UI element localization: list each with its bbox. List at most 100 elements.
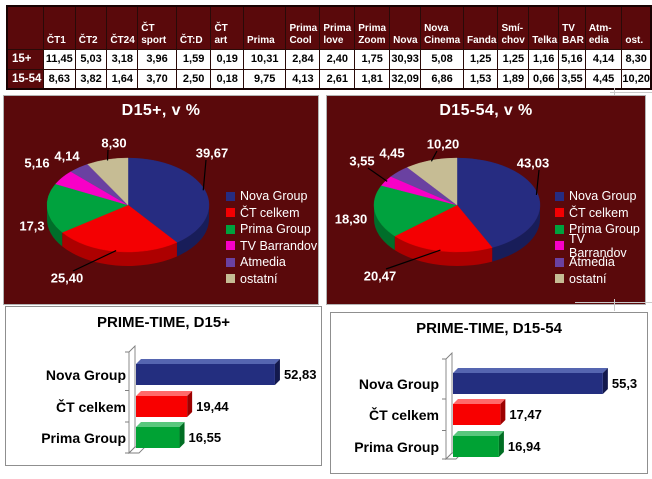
legend-label: ČT celkem [569, 205, 629, 220]
legend-item: Atmedia [555, 254, 645, 271]
pie-value-label: 5,16 [24, 155, 50, 171]
value-cell: 30,93 [389, 48, 422, 70]
column-header: ČT1 [42, 5, 76, 50]
pie-value-label: 20,47 [363, 268, 397, 284]
value-cell: 3,70 [137, 68, 177, 90]
legend-color-chip [555, 257, 564, 267]
value-cell: 3,82 [74, 68, 108, 90]
value-cell: 0,18 [210, 68, 244, 90]
bar-category-label: Nova Group [359, 376, 439, 392]
pie-value-label: 18,30 [334, 211, 368, 227]
legend-label: ostatní [240, 271, 278, 286]
bar-value-label: 16,94 [508, 439, 541, 454]
bar-value-label: 16,55 [189, 430, 222, 445]
value-cell: 5,03 [74, 48, 108, 70]
value-cell: 1,81 [354, 68, 391, 90]
legend-color-chip [226, 208, 235, 218]
column-header: ČT24 [106, 5, 139, 50]
column-header: Nova [389, 5, 422, 50]
column-header: ČT:D [175, 5, 212, 50]
value-cell: 32,09 [389, 68, 422, 90]
column-header: Telka [528, 5, 560, 50]
bar-value-label: 55,3 [612, 376, 637, 391]
column-header: Prima Zoom [354, 5, 391, 50]
value-cell: 3,96 [137, 48, 177, 70]
legend-label: Prima Group [240, 222, 311, 237]
value-cell: 1,64 [106, 68, 139, 90]
legend-label: TV Barrandov [569, 231, 627, 260]
column-header: ČT2 [74, 5, 108, 50]
legend-label: TV Barrandov [240, 238, 318, 253]
bar-chart-primetime-d15plus: 52,83 Nova Group 19,44 ČT celkem 16,55 Prima … [41, 344, 317, 455]
legend-color-chip [555, 208, 564, 218]
legend-label: ostatní [569, 271, 607, 286]
legend-color-chip [226, 224, 235, 234]
value-cell: 1,89 [497, 68, 530, 90]
value-cell: 10,20 [621, 68, 652, 90]
legend-item: ČT celkem [555, 205, 645, 222]
value-cell: 3,18 [106, 48, 139, 70]
value-cell: 1,16 [528, 48, 560, 70]
value-cell: 6,86 [420, 68, 464, 90]
table-corner-cell [6, 5, 44, 50]
value-cell: 2,50 [175, 68, 212, 90]
pie-value-label: 4,14 [54, 148, 80, 164]
bar-category-label: ČT celkem [369, 406, 439, 423]
column-header: Fanda [462, 5, 499, 50]
value-cell: 4,14 [584, 48, 623, 70]
row-header: 15-54 [6, 68, 44, 90]
legend-color-chip [226, 241, 235, 251]
column-header: TV BAR [558, 5, 586, 50]
value-cell: 5,08 [420, 48, 464, 70]
pie-panel-d15plus: D15+, v % Nova Group ČT celkem Prima Group… [3, 95, 319, 305]
value-cell: 3,55 [558, 68, 586, 90]
legend-label: ČT celkem [240, 205, 300, 220]
pie-value-label: 4,45 [379, 145, 405, 161]
bar-chart-primetime-d15-54: 55,3 Nova Group 17,47 ČT celkem 16,94 Prima G… [354, 351, 637, 461]
row-header: 15+ [6, 48, 44, 70]
pie-value-label: 10,20 [426, 136, 460, 152]
legend-item: ČT celkem [226, 205, 317, 222]
column-header: Atm- edia [584, 5, 623, 50]
value-cell: 2,61 [319, 68, 356, 90]
value-cell: 9,75 [242, 68, 287, 90]
column-header: ČT art [210, 5, 244, 50]
pie-chart-d15plus [46, 149, 210, 272]
pie-legend: Nova Group ČT celkem Prima Group TV Barrand… [555, 188, 645, 287]
value-cell: 1,25 [497, 48, 530, 70]
bar-value-label: 19,44 [196, 399, 229, 414]
pie-value-label: 43,03 [516, 155, 550, 171]
pie-value-label: 3,55 [349, 153, 375, 169]
bar-category-label: Prima Group [354, 439, 439, 455]
column-header: Nova Cinema [420, 5, 464, 50]
pie-value-label: 39,67 [195, 145, 229, 161]
legend-color-chip [226, 274, 235, 284]
legend-item: Nova Group [555, 188, 645, 205]
legend-color-chip [555, 224, 564, 234]
value-cell: 1,59 [175, 48, 212, 70]
value-cell: 1,53 [462, 68, 499, 90]
bar-title-primetime-d15plus: PRIME-TIME, D15+ [97, 314, 230, 331]
pie-legend: Nova Group ČT celkem Prima Group TV Barrand… [226, 188, 317, 287]
legend-color-chip [226, 257, 235, 267]
legend-color-chip [226, 191, 235, 201]
pie-panel-d15-54: D15-54, v % Nova Group ČT celkem Prima Gro… [326, 95, 646, 305]
bar-category-label: Nova Group [46, 367, 126, 383]
bar-category-label: Prima Group [41, 430, 126, 446]
pie-chart-d15-54 [367, 150, 541, 270]
legend-label: Atmedia [240, 255, 286, 270]
pie-title-d15plus: D15+, v % [121, 102, 201, 119]
bar-value-label: 17,47 [509, 407, 542, 422]
bar-value-label: 52,83 [284, 367, 317, 382]
pie-value-label: 8,30 [101, 135, 127, 151]
gridline-artifact [614, 88, 615, 95]
value-cell: 5,16 [558, 48, 586, 70]
value-cell: 0,66 [528, 68, 560, 90]
value-cell: 4,13 [285, 68, 321, 90]
legend-item: Atmedia [226, 254, 317, 271]
value-cell: 10,31 [242, 48, 287, 70]
value-cell: 4,45 [584, 68, 623, 90]
value-cell: 1,25 [462, 48, 499, 70]
column-header: Prima Cool [285, 5, 321, 50]
